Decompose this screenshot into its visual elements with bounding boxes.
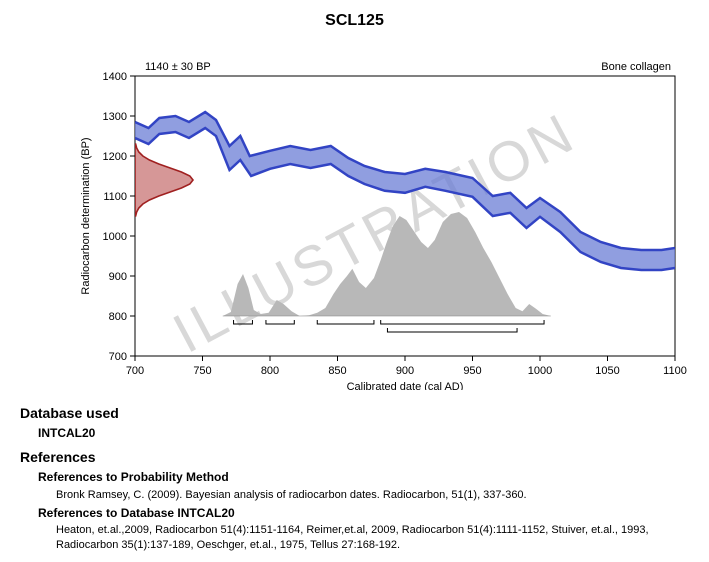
range-bracket bbox=[380, 320, 543, 324]
y-tick-label: 800 bbox=[108, 311, 126, 323]
chart-title: SCL125 bbox=[15, 0, 695, 30]
plot-svg: ILLUSTRATION7008009001000110012001300140… bbox=[15, 30, 695, 390]
database-value: INTCAL20 bbox=[38, 426, 689, 442]
x-tick-label: 1100 bbox=[663, 365, 687, 377]
ref-db-heading: References to Database INTCAL20 bbox=[38, 506, 689, 522]
metadata-section: Database used INTCAL20 References Refere… bbox=[0, 390, 709, 562]
y-tick-label: 1400 bbox=[102, 71, 126, 83]
ref-method-text: Bronk Ramsey, C. (2009). Bayesian analys… bbox=[56, 488, 689, 502]
y-tick-label: 700 bbox=[108, 351, 126, 363]
y-tick-label: 1200 bbox=[102, 151, 126, 163]
normal-distribution bbox=[135, 144, 193, 216]
y-tick-label: 1100 bbox=[103, 191, 127, 203]
y-tick-label: 1000 bbox=[102, 231, 126, 243]
x-tick-label: 800 bbox=[260, 365, 278, 377]
ref-method-heading: References to Probability Method bbox=[38, 470, 689, 486]
bp-label: 1140 ± 30 BP bbox=[145, 61, 211, 73]
x-tick-label: 1000 bbox=[527, 365, 551, 377]
y-tick-label: 900 bbox=[108, 271, 126, 283]
range-bracket bbox=[317, 320, 374, 324]
x-tick-label: 900 bbox=[395, 365, 413, 377]
y-tick-label: 1300 bbox=[102, 111, 126, 123]
material-label: Bone collagen bbox=[601, 61, 671, 73]
ref-db-text: Heaton, et.al.,2009, Radiocarbon 51(4):1… bbox=[56, 523, 689, 552]
database-heading: Database used bbox=[20, 404, 689, 422]
x-tick-label: 850 bbox=[328, 365, 346, 377]
x-axis-label: Calibrated date (cal AD) bbox=[346, 381, 463, 390]
range-bracket bbox=[387, 328, 517, 332]
references-heading: References bbox=[20, 448, 689, 466]
x-tick-label: 1050 bbox=[595, 365, 619, 377]
x-tick-label: 700 bbox=[125, 365, 143, 377]
calibration-chart: SCL125 ILLUSTRATION700800900100011001200… bbox=[15, 0, 695, 390]
x-tick-label: 950 bbox=[463, 365, 481, 377]
y-axis-label: Radiocarbon determination (BP) bbox=[80, 137, 92, 294]
x-tick-label: 750 bbox=[193, 365, 211, 377]
